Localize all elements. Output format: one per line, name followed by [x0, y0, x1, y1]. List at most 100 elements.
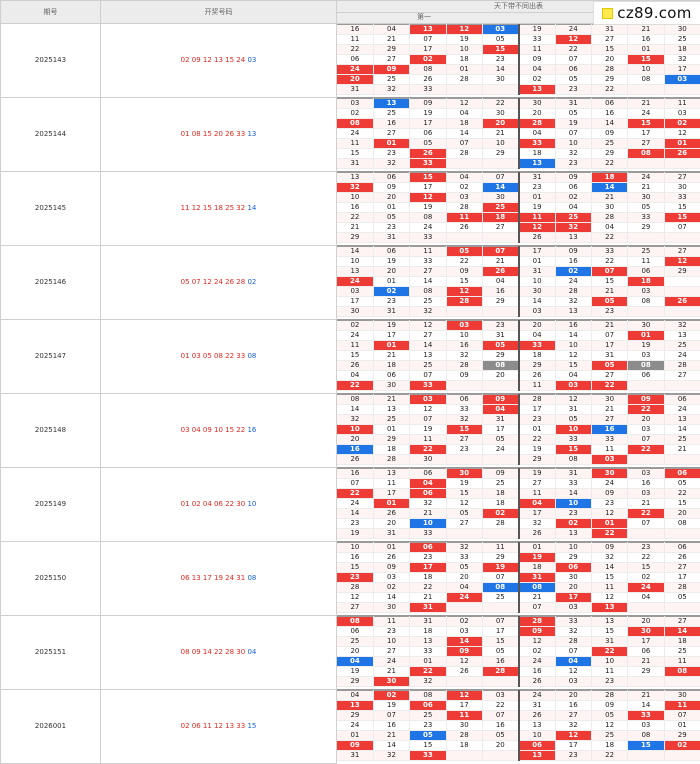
grid-number: 29 — [591, 75, 627, 85]
grid-number: 27 — [664, 173, 700, 183]
grid-number: 07 — [555, 55, 591, 65]
grid-number: 16 — [373, 119, 409, 129]
grid-number: 30 — [446, 469, 482, 479]
grid-number: 29 — [337, 233, 373, 243]
grid-number: 32 — [410, 677, 446, 687]
grid-number: 23 — [373, 297, 409, 307]
draw-numbers: 11 12 15 18 25 32 14 — [101, 172, 337, 246]
grid-number: 22 — [591, 529, 627, 539]
grid-number: 21 — [591, 193, 627, 203]
grid-number: 31 — [555, 405, 591, 415]
grid-number: 02 — [446, 183, 482, 193]
grid-number: 22 — [591, 85, 627, 95]
grid-number: 27 — [664, 247, 700, 257]
grid-number: 19 — [410, 109, 446, 119]
grid-number: 20 — [555, 583, 591, 593]
grid-number: 21 — [628, 183, 664, 193]
blue-ball: 03 — [247, 56, 256, 64]
grid-number: 07 — [410, 35, 446, 45]
grid-number: 07 — [482, 617, 518, 627]
grid-number: 18 — [519, 563, 555, 573]
grid-number: 30 — [482, 109, 518, 119]
grid-number: 19 — [482, 563, 518, 573]
grid-number: 16 — [337, 25, 373, 35]
grid-number: 15 — [410, 173, 446, 183]
grid-number: 31 — [591, 25, 627, 35]
grid-number: 05 — [446, 563, 482, 573]
grid-number: 21 — [410, 593, 446, 603]
grid-number: 08 — [628, 75, 664, 85]
grid-number: 16 — [482, 287, 518, 297]
site-logo[interactable]: cz89.com — [593, 1, 700, 25]
grid-number: 23 — [628, 543, 664, 553]
grid-number: 27 — [446, 519, 482, 529]
grid-number: 06 — [373, 247, 409, 257]
grid-number: 15 — [555, 445, 591, 455]
grid-number: 18 — [446, 55, 482, 65]
grid-number: 22 — [591, 257, 627, 267]
grid-number: 12 — [664, 257, 700, 267]
grid-number: 16 — [337, 203, 373, 213]
grid-number: 15 — [664, 499, 700, 509]
grid-number: 15 — [410, 741, 446, 751]
grid-number: 09 — [555, 247, 591, 257]
grid-number — [628, 85, 664, 95]
grid-number: 07 — [628, 435, 664, 445]
grid-number: 04 — [410, 479, 446, 489]
draw-numbers: 01 03 05 08 22 33 08 — [101, 320, 337, 394]
grid-number — [628, 455, 664, 465]
red-balls: 01 03 05 08 22 33 — [181, 352, 246, 360]
grid-number: 26 — [519, 233, 555, 243]
logo-icon — [602, 8, 613, 19]
grid-number: 03 — [628, 351, 664, 361]
grid-number: 02 — [664, 119, 700, 129]
grid-number: 06 — [555, 563, 591, 573]
grid-number: 01 — [628, 331, 664, 341]
grid-number: 09 — [482, 395, 518, 405]
grid-number: 04 — [446, 583, 482, 593]
grid-number: 20 — [482, 741, 518, 751]
grid-number: 05 — [410, 731, 446, 741]
grid-number: 25 — [664, 35, 700, 45]
grid-number: 18 — [628, 277, 664, 287]
grid-number: 11 — [591, 445, 627, 455]
grid-number: 04 — [337, 657, 373, 667]
grid-number: 16 — [519, 667, 555, 677]
grid-number: 29 — [337, 711, 373, 721]
grid-number: 20 — [446, 573, 482, 583]
grid-number: 33 — [628, 711, 664, 721]
grid-number: 03 — [664, 109, 700, 119]
grid-number: 30 — [591, 395, 627, 405]
grid-number: 01 — [519, 193, 555, 203]
grid-number: 08 — [337, 395, 373, 405]
grid-number: 23 — [373, 223, 409, 233]
grid-number: 01 — [519, 425, 555, 435]
grid-number: 09 — [337, 741, 373, 751]
grid-number: 30 — [482, 75, 518, 85]
issue-number: 2025143 — [1, 24, 101, 98]
grid-number: 14 — [446, 129, 482, 139]
grid-number: 01 — [373, 499, 409, 509]
grid-number: 20 — [337, 647, 373, 657]
grid-number: 21 — [591, 321, 627, 331]
issue-number: 2026001 — [1, 690, 101, 764]
grid-number: 09 — [591, 543, 627, 553]
grid-number: 10 — [410, 519, 446, 529]
grid-number: 14 — [410, 341, 446, 351]
grid-number: 02 — [446, 617, 482, 627]
grid-number: 10 — [519, 277, 555, 287]
grid-number: 12 — [555, 351, 591, 361]
grid-number: 01 — [373, 341, 409, 351]
